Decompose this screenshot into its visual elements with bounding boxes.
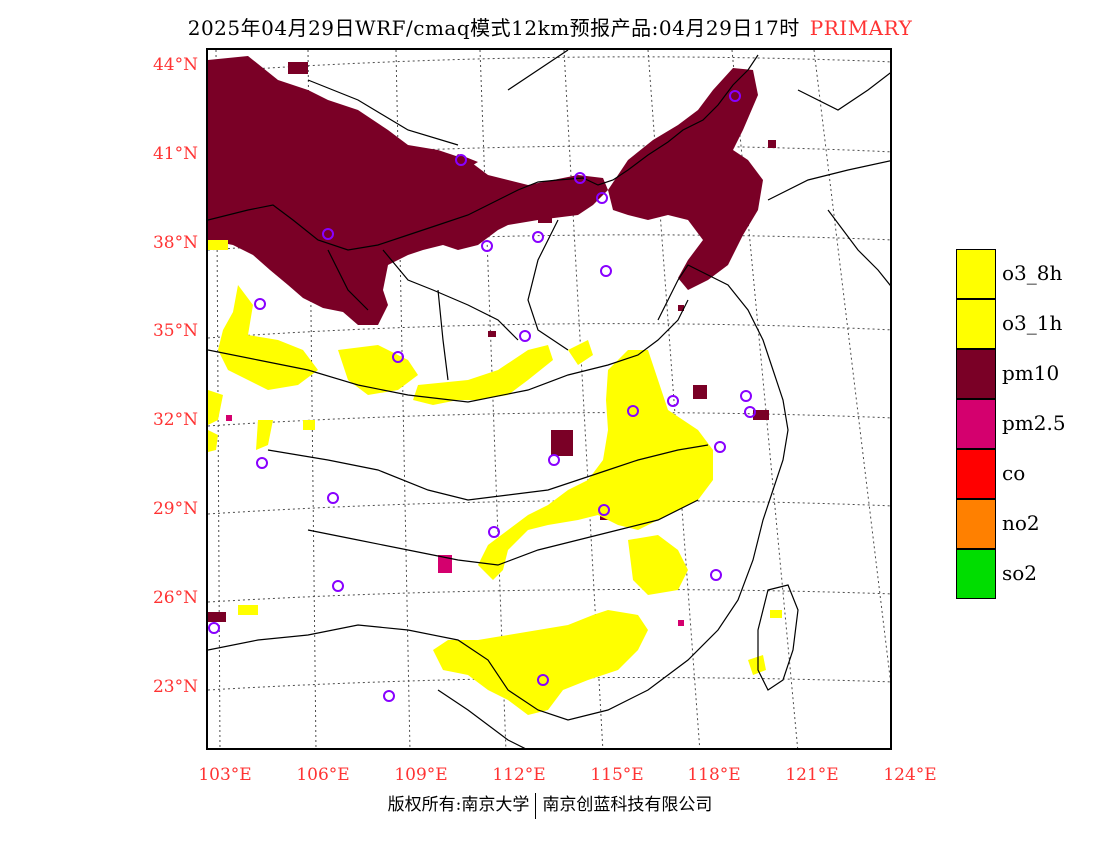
- legend-label: pm10: [1002, 361, 1060, 385]
- legend-label: o3_8h: [1002, 261, 1063, 285]
- lat-label-23: 23°N: [152, 677, 198, 697]
- lon-label-115: 115°E: [590, 765, 644, 785]
- lon-label-121: 121°E: [785, 765, 839, 785]
- legend-label: pm2.5: [1002, 411, 1066, 435]
- lat-label-29: 29°N: [152, 499, 198, 519]
- legend-label: o3_1h: [1002, 311, 1063, 335]
- forecast-map[interactable]: [206, 48, 892, 750]
- copyright-left: 版权所有:南京大学: [387, 795, 530, 815]
- footer-separator: [535, 792, 537, 819]
- legend-swatch: [956, 349, 996, 399]
- copyright-footer: 版权所有:南京大学 南京创蓝科技有限公司: [0, 790, 1100, 819]
- legend-swatch: [956, 299, 996, 349]
- legend-swatch: [956, 549, 996, 599]
- station-markers: [208, 90, 756, 702]
- lon-label-118: 118°E: [687, 765, 741, 785]
- legend-label: no2: [1002, 511, 1040, 535]
- boundaries: [208, 50, 890, 748]
- lat-label-32: 32°N: [152, 410, 198, 430]
- primary-pollutant-label: PRIMARY: [809, 16, 913, 40]
- pm25-region: [226, 415, 684, 626]
- lon-label-124: 124°E: [883, 765, 937, 785]
- lat-label-41: 41°N: [152, 144, 198, 164]
- legend-label: co: [1002, 461, 1026, 485]
- o3-region: [208, 240, 782, 715]
- lon-label-103: 103°E: [198, 765, 252, 785]
- lon-label-109: 109°E: [394, 765, 448, 785]
- lat-label-38: 38°N: [152, 233, 198, 253]
- pm10-region: [208, 56, 776, 622]
- legend-label: so2: [1002, 561, 1038, 585]
- lon-label-112: 112°E: [492, 765, 546, 785]
- map-canvas: [208, 50, 890, 748]
- copyright-right: 南京创蓝科技有限公司: [542, 795, 713, 815]
- legend-swatch: [956, 499, 996, 549]
- legend-swatch: [956, 249, 996, 299]
- title-text: 2025年04月29日WRF/cmaq模式12km预报产品:04月29日17时: [187, 16, 800, 40]
- legend-swatch: [956, 399, 996, 449]
- lat-label-35: 35°N: [152, 321, 198, 341]
- lat-label-26: 26°N: [152, 588, 198, 608]
- lon-label-106: 106°E: [296, 765, 350, 785]
- lat-label-44: 44°N: [152, 55, 198, 75]
- legend-swatch: [956, 449, 996, 499]
- map-title: 2025年04月29日WRF/cmaq模式12km预报产品:04月29日17时 P…: [0, 12, 1100, 41]
